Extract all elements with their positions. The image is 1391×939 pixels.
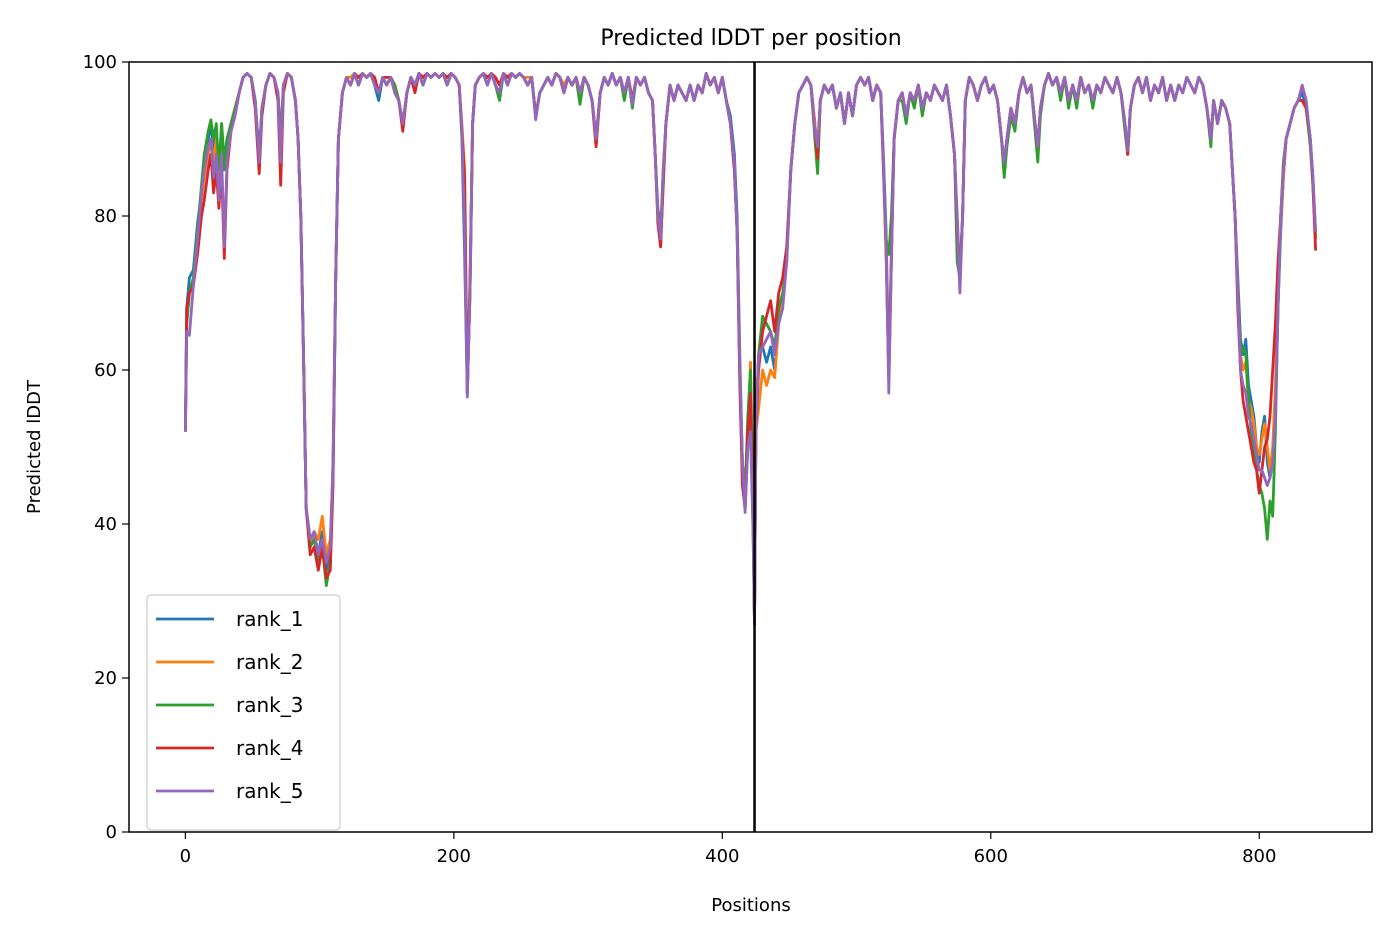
x-tick-label: 0 (180, 846, 191, 867)
x-axis-label: Positions (711, 895, 790, 916)
y-axis-label: Predicted lDDT (24, 379, 45, 514)
legend-label: rank_1 (236, 607, 303, 631)
plot-frame (128, 61, 1373, 833)
y-tick-label: 0 (106, 822, 117, 843)
legend-label: rank_5 (236, 779, 303, 803)
y-tick-label: 80 (94, 206, 117, 227)
y-tick-label: 100 (83, 52, 117, 73)
y-axis: 0 20 40 60 80 100 (83, 52, 129, 843)
series-line-rank_5 (184, 72, 1317, 626)
legend-label: rank_3 (236, 693, 303, 717)
series-line-rank_2 (184, 72, 1317, 626)
chart-title: Predicted lDDT per position (600, 26, 901, 51)
x-tick-label: 200 (437, 846, 471, 867)
series-line-rank_3 (184, 72, 1317, 626)
series-line-rank_4 (184, 72, 1317, 626)
legend-label: rank_2 (236, 650, 303, 674)
x-tick-label: 800 (1242, 846, 1276, 867)
x-tick-label: 400 (705, 846, 739, 867)
legend-frame (146, 594, 341, 831)
y-tick-label: 20 (94, 668, 117, 689)
y-tick-label: 60 (94, 360, 117, 381)
series-line-rank_1 (184, 72, 1317, 626)
x-axis: 0 200 400 600 800 (180, 832, 1276, 867)
y-tick-label: 40 (94, 514, 117, 535)
x-tick-label: 600 (974, 846, 1008, 867)
legend: rank_1 rank_2 rank_3 rank_4 rank_5 (146, 594, 341, 831)
plot-area (184, 62, 1317, 832)
legend-label: rank_4 (236, 736, 303, 760)
